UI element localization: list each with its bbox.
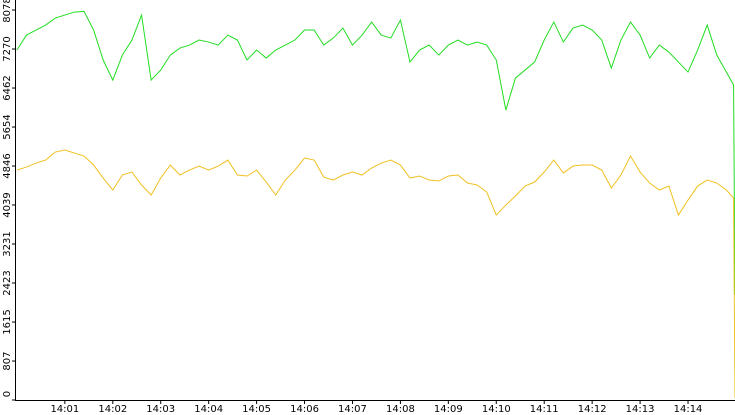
y-tick-label: 0 [2, 391, 13, 397]
y-tick-label: 807 [2, 351, 13, 370]
x-tick-label: 14:04 [194, 404, 223, 415]
y-tick-label: 4846 [2, 153, 13, 178]
series-line [16, 149, 735, 399]
series-line [16, 10, 735, 295]
x-tick-label: 14:07 [338, 404, 367, 415]
y-tick-label: 2423 [2, 270, 13, 295]
y-tick-label: 1615 [2, 309, 13, 334]
y-tick-label: 5654 [2, 114, 13, 139]
x-tick-label: 14:08 [386, 404, 415, 415]
y-tick-label: 4039 [2, 192, 13, 217]
x-tick-label: 14:01 [50, 404, 79, 415]
y-tick-label: 6462 [2, 75, 13, 100]
x-tick-label: 14:02 [98, 404, 127, 415]
x-tick-label: 14:10 [482, 404, 511, 415]
x-tick-label: 14:09 [434, 404, 463, 415]
x-tick-label: 14:05 [242, 404, 271, 415]
y-tick-label: 7270 [2, 36, 13, 61]
x-tick-label: 14:11 [530, 404, 559, 415]
x-tick-label: 14:06 [290, 404, 319, 415]
y-tick-label: 3231 [2, 231, 13, 256]
x-tick-label: 14:13 [626, 404, 655, 415]
y-tick-label: 8078 [2, 0, 13, 23]
x-tick-label: 14:03 [146, 404, 175, 415]
x-tick-label: 14:12 [578, 404, 607, 415]
x-tick-label: 14:14 [674, 404, 703, 415]
